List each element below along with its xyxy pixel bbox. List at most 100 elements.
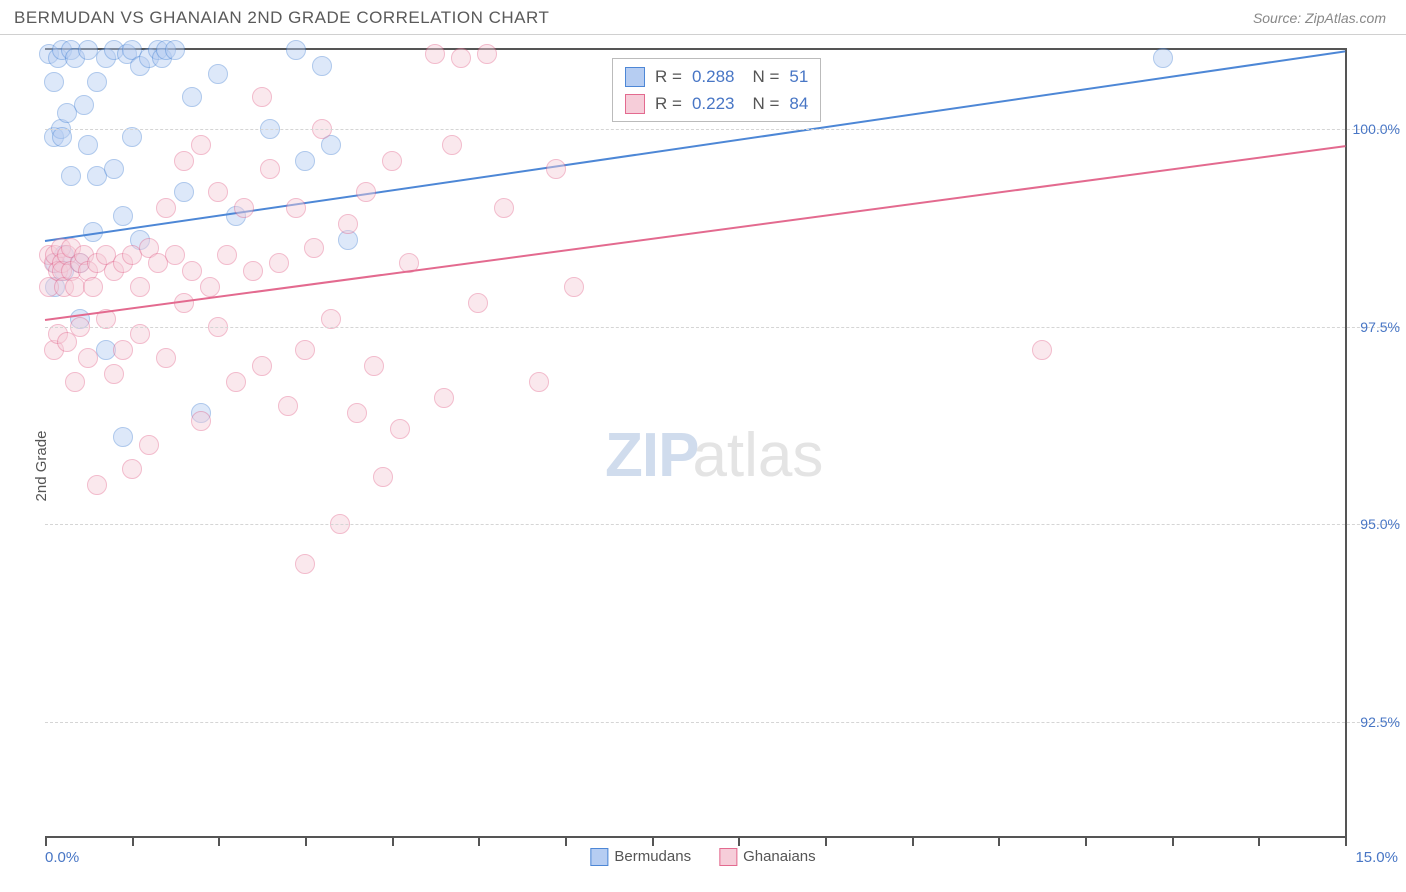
x-tick bbox=[305, 838, 307, 846]
stats-row: R = 0.223 N = 84 bbox=[625, 90, 808, 117]
gridline bbox=[45, 524, 1400, 525]
data-point bbox=[113, 340, 133, 360]
trend-line bbox=[45, 145, 1345, 321]
data-point bbox=[442, 135, 462, 155]
x-tick bbox=[738, 838, 740, 846]
stats-swatch bbox=[625, 94, 645, 114]
x-axis bbox=[45, 836, 1345, 838]
data-point bbox=[286, 198, 306, 218]
data-point bbox=[312, 56, 332, 76]
gridline bbox=[45, 129, 1400, 130]
legend-swatch bbox=[719, 848, 737, 866]
data-point bbox=[130, 277, 150, 297]
data-point bbox=[425, 44, 445, 64]
data-point bbox=[57, 332, 77, 352]
chart-area: 2nd Grade ZIPatlas R =0.288N =51R =0.223… bbox=[0, 40, 1406, 892]
data-point bbox=[304, 238, 324, 258]
data-point bbox=[347, 403, 367, 423]
data-point bbox=[295, 151, 315, 171]
data-point bbox=[165, 245, 185, 265]
legend-label: Bermudans bbox=[614, 848, 691, 865]
chart-source: Source: ZipAtlas.com bbox=[1253, 10, 1386, 26]
x-tick bbox=[392, 838, 394, 846]
data-point bbox=[278, 396, 298, 416]
data-point bbox=[156, 198, 176, 218]
data-point bbox=[217, 245, 237, 265]
data-point bbox=[78, 348, 98, 368]
data-point bbox=[74, 95, 94, 115]
data-point bbox=[356, 182, 376, 202]
data-point bbox=[182, 87, 202, 107]
data-point bbox=[252, 356, 272, 376]
data-point bbox=[434, 388, 454, 408]
stats-r-value: 0.223 bbox=[692, 90, 735, 117]
x-tick bbox=[825, 838, 827, 846]
data-point bbox=[174, 182, 194, 202]
data-point bbox=[564, 277, 584, 297]
data-point bbox=[226, 372, 246, 392]
data-point bbox=[182, 261, 202, 281]
data-point bbox=[234, 198, 254, 218]
gridline bbox=[45, 327, 1400, 328]
chart-title: BERMUDAN VS GHANAIAN 2ND GRADE CORRELATI… bbox=[14, 8, 549, 28]
data-point bbox=[165, 40, 185, 60]
data-point bbox=[252, 87, 272, 107]
x-tick bbox=[478, 838, 480, 846]
y-tick-label: 92.5% bbox=[1350, 714, 1400, 730]
data-point bbox=[373, 467, 393, 487]
data-point bbox=[529, 372, 549, 392]
x-tick bbox=[1258, 838, 1260, 846]
x-tick bbox=[565, 838, 567, 846]
stats-r-label: R = bbox=[655, 90, 682, 117]
y-tick-label: 100.0% bbox=[1350, 121, 1400, 137]
chart-header: BERMUDAN VS GHANAIAN 2ND GRADE CORRELATI… bbox=[0, 0, 1406, 35]
data-point bbox=[286, 40, 306, 60]
stats-n-value: 84 bbox=[789, 90, 808, 117]
data-point bbox=[200, 277, 220, 297]
data-point bbox=[295, 340, 315, 360]
data-point bbox=[61, 166, 81, 186]
series-legend: Bermudans Ghanaians bbox=[590, 848, 815, 866]
data-point bbox=[122, 459, 142, 479]
x-tick bbox=[218, 838, 220, 846]
y-tick-label: 97.5% bbox=[1350, 319, 1400, 335]
x-tick bbox=[912, 838, 914, 846]
data-point bbox=[104, 364, 124, 384]
x-axis-min-label: 0.0% bbox=[45, 849, 79, 866]
data-point bbox=[243, 261, 263, 281]
data-point bbox=[208, 182, 228, 202]
legend-item: Ghanaians bbox=[719, 848, 816, 866]
data-point bbox=[83, 277, 103, 297]
x-tick bbox=[1085, 838, 1087, 846]
x-tick bbox=[998, 838, 1000, 846]
stats-legend-box: R =0.288N =51R = 0.223 N = 84 bbox=[612, 58, 821, 122]
x-tick bbox=[1345, 838, 1347, 846]
legend-swatch bbox=[590, 848, 608, 866]
data-point bbox=[191, 411, 211, 431]
legend-item: Bermudans bbox=[590, 848, 691, 866]
data-point bbox=[78, 135, 98, 155]
data-point bbox=[468, 293, 488, 313]
stats-n-label: N = bbox=[752, 90, 779, 117]
stats-r-label: R = bbox=[655, 63, 682, 90]
data-point bbox=[382, 151, 402, 171]
data-point bbox=[1153, 48, 1173, 68]
data-point bbox=[87, 72, 107, 92]
data-point bbox=[174, 151, 194, 171]
data-point bbox=[546, 159, 566, 179]
data-point bbox=[139, 435, 159, 455]
stats-n-value: 51 bbox=[789, 63, 808, 90]
legend-label: Ghanaians bbox=[743, 848, 816, 865]
data-point bbox=[104, 159, 124, 179]
data-point bbox=[65, 372, 85, 392]
data-point bbox=[477, 44, 497, 64]
data-point bbox=[451, 48, 471, 68]
x-tick bbox=[132, 838, 134, 846]
data-point bbox=[364, 356, 384, 376]
y-tick-label: 95.0% bbox=[1350, 516, 1400, 532]
data-point bbox=[269, 253, 289, 273]
data-point bbox=[156, 348, 176, 368]
gridline bbox=[45, 722, 1400, 723]
stats-row: R =0.288N =51 bbox=[625, 63, 808, 90]
data-point bbox=[87, 475, 107, 495]
